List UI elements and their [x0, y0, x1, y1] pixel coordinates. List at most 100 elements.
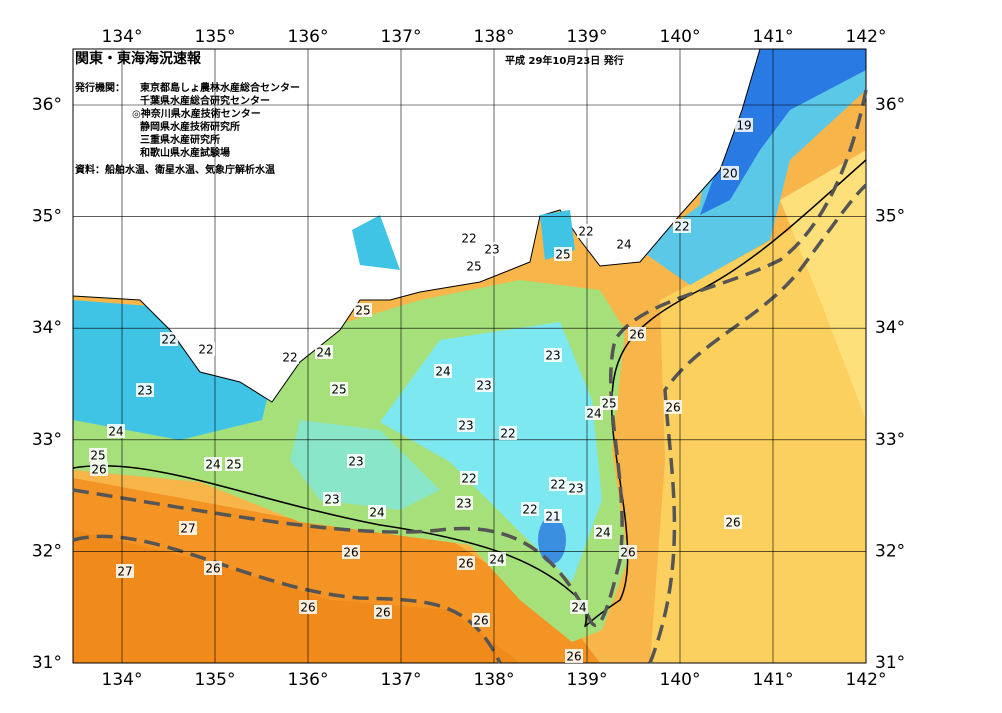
- contour-label: 26: [458, 557, 473, 571]
- label-box: [628, 327, 646, 341]
- label-box: [585, 406, 603, 420]
- contour-label: 26: [620, 546, 635, 560]
- contour-label: 25: [331, 383, 346, 397]
- contour-label: 24: [369, 506, 384, 520]
- latitude-label: 36°: [875, 95, 905, 115]
- longitude-label: 135°: [195, 670, 236, 690]
- label-box: [197, 342, 215, 356]
- label-box: [521, 502, 539, 516]
- label-box: [577, 224, 595, 238]
- label-box: [330, 382, 348, 396]
- issue-date: 平成 29年10月23日 発行: [505, 54, 624, 67]
- contour-label: 23: [456, 497, 471, 511]
- label-box: [724, 515, 742, 529]
- contour-label: 25: [555, 248, 570, 262]
- label-box: [225, 457, 243, 471]
- label-box: [315, 345, 333, 359]
- latitude-label: 32°: [875, 541, 905, 561]
- longitude-label: 134°: [102, 670, 143, 690]
- issuer: 和歌山県水産試験場: [139, 146, 230, 159]
- contour-label: 22: [674, 220, 689, 234]
- latitude-label: 31°: [875, 653, 905, 673]
- label-box: [460, 471, 478, 485]
- issuer: 三重県水産研究所: [140, 133, 220, 146]
- contour-label: 23: [137, 384, 152, 398]
- kuroshio-axis: [72, 89, 868, 628]
- contour-label: 24: [571, 601, 586, 615]
- contour-label: 26: [375, 606, 390, 620]
- contour-label: 23: [324, 493, 339, 507]
- contour-label: 24: [586, 407, 601, 421]
- contour-label: 26: [300, 601, 315, 615]
- contour-label: 24: [205, 458, 220, 472]
- contour-label: 22: [198, 343, 213, 357]
- kuroshio-axis: [648, 183, 868, 664]
- label-box: [299, 600, 317, 614]
- latitude-label: 35°: [32, 207, 62, 227]
- contour-label: 24: [435, 365, 450, 379]
- label-box: [664, 400, 682, 414]
- contour-label: 22: [161, 333, 176, 347]
- contour-label: 24: [616, 238, 631, 252]
- contour-label: 26: [665, 401, 680, 415]
- longitude-label: 138°: [474, 670, 515, 690]
- latitude-label: 32°: [32, 541, 62, 561]
- longitude-label: 137°: [381, 27, 422, 47]
- contour-label: 24: [595, 526, 610, 540]
- label-box: [488, 552, 506, 566]
- label-box: [615, 237, 633, 251]
- contour-label: 20: [722, 167, 737, 181]
- contour-label: 22: [550, 478, 565, 492]
- label-box: [368, 505, 386, 519]
- issuer: ◎神奈川県水産技術センター: [132, 107, 261, 120]
- longitude-label: 141°: [753, 27, 794, 47]
- label-box: [354, 303, 372, 317]
- label-box: [499, 426, 517, 440]
- contour-label: 25: [601, 397, 616, 411]
- contour-label: 25: [466, 260, 481, 274]
- contour-label: 25: [226, 458, 241, 472]
- contour-label: 23: [458, 419, 473, 433]
- bay: [352, 215, 400, 270]
- contour-label: 26: [566, 650, 581, 664]
- cold-water: [640, 49, 866, 285]
- labels: 134° 134° 135° 135° 136° 136° 137° 137° 138° 138°…: [32, 27, 905, 690]
- longitude-label: 140°: [660, 670, 701, 690]
- issuer: 東京都島しょ農林水産総合センター: [140, 81, 300, 94]
- label-box: [544, 348, 562, 362]
- label-box: [594, 525, 612, 539]
- longitude-label: 136°: [288, 670, 329, 690]
- label-box: [460, 231, 478, 245]
- contour-label: 23: [476, 379, 491, 393]
- label-box: [600, 396, 618, 410]
- label-box: [136, 383, 154, 397]
- contour-label: 24: [316, 346, 331, 360]
- longitude-label: 137°: [381, 670, 422, 690]
- label-box: [721, 166, 739, 180]
- contour-label: 26: [91, 463, 106, 477]
- latitude-label: 33°: [32, 430, 62, 450]
- issuer: 静岡県水産技術研究所: [140, 120, 240, 133]
- label-box: [472, 613, 490, 627]
- label-box: [549, 477, 567, 491]
- label-box: [160, 332, 178, 346]
- contour-label: 22: [522, 503, 537, 517]
- longitude-label: 141°: [753, 670, 794, 690]
- longitude-label: 142°: [846, 670, 887, 690]
- label-box: [735, 118, 753, 132]
- label-box: [554, 247, 572, 261]
- label-box: [567, 481, 585, 495]
- contour-label: 26: [725, 516, 740, 530]
- longitude-label: 140°: [660, 27, 701, 47]
- label-box: [475, 378, 493, 392]
- label-box: [204, 457, 222, 471]
- label-box: [483, 242, 501, 256]
- contour-label: 23: [545, 349, 560, 363]
- contour-label: 24: [108, 425, 123, 439]
- contour-label: 22: [578, 225, 593, 239]
- label-box: [116, 564, 134, 578]
- label-box: [374, 605, 392, 619]
- label-box: [619, 545, 637, 559]
- latitude-label: 33°: [875, 430, 905, 450]
